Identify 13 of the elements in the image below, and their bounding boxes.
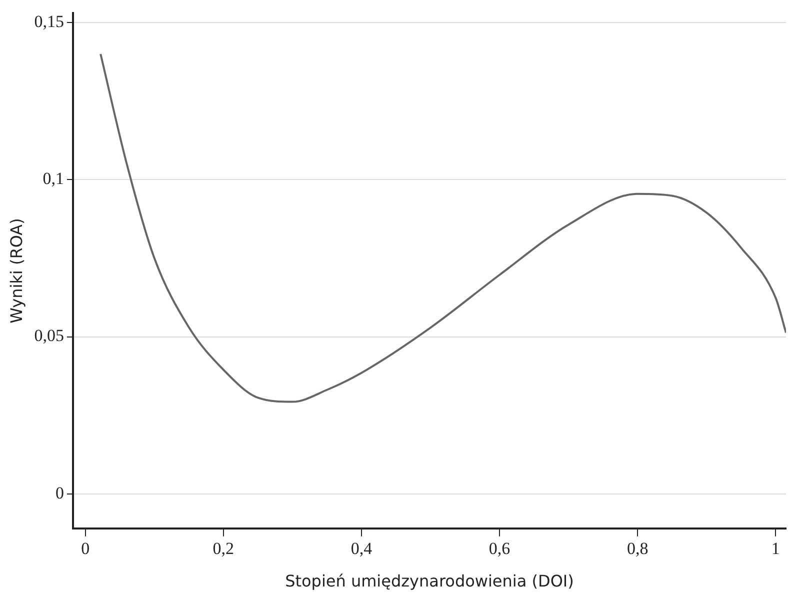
y-tick-label: 0,1 — [42, 169, 64, 188]
x-axis-title: Stopień umiędzynarodowienia (DOI) — [285, 572, 574, 591]
x-tick-label: 0,8 — [626, 539, 648, 558]
y-tick-label: 0,05 — [34, 326, 64, 346]
y-tick-label: 0 — [55, 483, 64, 502]
y-tick-label: 0,15 — [34, 12, 64, 32]
x-tick-label: 1 — [771, 539, 780, 558]
x-tick-label: 0 — [81, 539, 90, 558]
x-tick-label: 0,2 — [212, 539, 234, 558]
x-tick-label: 0,4 — [350, 539, 373, 558]
x-tick-label: 0,6 — [488, 539, 510, 558]
y-axis-title: Wyniki (ROA) — [6, 218, 26, 324]
line-series — [100, 53, 786, 403]
